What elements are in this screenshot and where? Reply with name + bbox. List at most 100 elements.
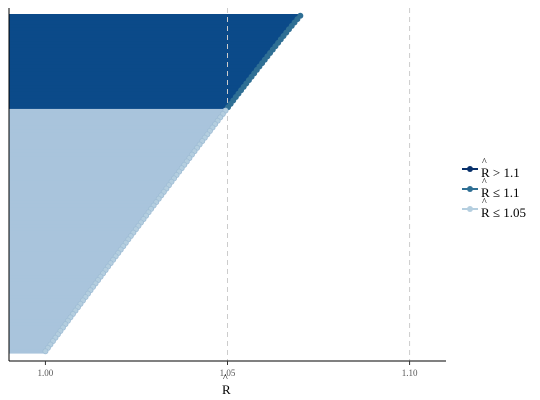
bar-rhat-le-1-05 <box>9 230 134 235</box>
legend-text: R ≤ 1.1 <box>481 185 520 200</box>
bar-rhat-le-1-05 <box>9 275 101 280</box>
bar-rhat-le-1-05 <box>9 220 141 225</box>
bar-rhat-le-1-1 <box>9 51 271 56</box>
bar-rhat-le-1-05 <box>9 288 91 293</box>
x-axis: 1.00 1.05 1.10 <box>8 8 446 378</box>
legend-key-rhat-le-1-05 <box>462 206 478 212</box>
bar-rhat-le-1-1 <box>9 85 244 90</box>
x-axis-label-rhat: ^ R <box>222 374 231 398</box>
bar-rhat-le-1-1 <box>9 24 292 29</box>
hat-glyph: ^ <box>482 157 487 168</box>
bar-rhat-le-1-05 <box>9 285 94 290</box>
bar-rhat-le-1-1 <box>9 20 295 25</box>
bar-rhat-le-1-05 <box>9 180 172 185</box>
bar-rhat-le-1-05 <box>9 122 216 127</box>
legend-symbol-rhat: ^ R ≤ 1.05 <box>481 198 526 220</box>
bar-rhat-le-1-1 <box>9 81 247 86</box>
bar-rhat-le-1-05 <box>9 190 164 195</box>
bar-rhat-le-1-05 <box>9 112 223 117</box>
bar-rhat-le-1-05 <box>9 210 149 215</box>
bar-rhat-le-1-05 <box>9 136 205 141</box>
bar-rhat-le-1-05 <box>9 169 180 174</box>
bar-rhat-le-1-05 <box>9 132 208 137</box>
bar-rhat-le-1-05 <box>9 281 96 286</box>
bar-rhat-le-1-05 <box>9 129 210 134</box>
bar-rhat-le-1-05 <box>9 278 99 283</box>
x-tick-label: 1.00 <box>38 368 54 378</box>
x-axis-label-text: R <box>222 382 231 397</box>
bar-rhat-le-1-05 <box>9 163 185 168</box>
x-axis-label: ^ R <box>222 374 231 398</box>
legend-label-rhat-le-1-1: ^ R ≤ 1.1 <box>481 178 520 200</box>
legend-text: R > 1.1 <box>481 165 520 180</box>
bar-rhat-le-1-05 <box>9 312 73 317</box>
bar-rhat-le-1-05 <box>9 346 48 351</box>
bar-rhat-le-1-05 <box>9 342 51 347</box>
bar-rhat-le-1-05 <box>9 186 167 191</box>
bar-rhat-le-1-1 <box>9 27 289 32</box>
bar-rhat-le-1-05 <box>9 241 126 246</box>
bar-rhat-le-1-05 <box>9 139 203 144</box>
bar-rhat-le-1-05 <box>9 200 157 205</box>
hat-glyph: ^ <box>482 197 487 208</box>
bar-rhat-le-1-05 <box>9 302 81 307</box>
bar-rhat-le-1-05 <box>9 173 177 178</box>
hat-glyph: ^ <box>482 177 487 188</box>
bar-rhat-le-1-05 <box>9 268 106 273</box>
bar-rhat-le-1-05 <box>9 305 78 310</box>
bar-rhat-le-1-05 <box>9 224 139 229</box>
bar-rhat-le-1-05 <box>9 108 226 113</box>
bar-rhat-le-1-1 <box>9 64 260 69</box>
bar-rhat-le-1-05 <box>9 115 221 120</box>
bar-rhat-le-1-1 <box>9 68 257 73</box>
bar-rhat-le-1-1 <box>9 41 279 46</box>
bar-rhat-le-1-05 <box>9 336 56 341</box>
bar-rhat-le-1-05 <box>9 234 131 239</box>
bar-rhat-le-1-1 <box>9 44 276 49</box>
bar-rhat-le-1-05 <box>9 146 198 151</box>
bar-rhat-le-1-1 <box>9 37 281 42</box>
bar-rhat-le-1-1 <box>9 17 298 22</box>
x-tick-label: 1.10 <box>402 368 418 378</box>
point-rhat-le-1-05 <box>42 348 49 355</box>
plot-area <box>9 8 411 361</box>
bar-rhat-le-1-05 <box>9 217 144 222</box>
bar-rhat-le-1-1 <box>9 30 287 35</box>
bar-rhat-le-1-05 <box>9 339 53 344</box>
bar-rhat-le-1-05 <box>9 258 114 263</box>
bar-rhat-le-1-05 <box>9 159 187 164</box>
bar-rhat-le-1-1 <box>9 14 301 18</box>
bar-rhat-le-1-05 <box>9 298 83 303</box>
bar-rhat-le-1-05 <box>9 325 63 330</box>
bar-rhat-le-1-05 <box>9 329 61 334</box>
bar-rhat-le-1-1 <box>9 61 263 66</box>
bar-rhat-le-1-05 <box>9 156 190 161</box>
legend-label-rhat-gt-1-1: ^ R > 1.1 <box>481 158 520 180</box>
bar-rhat-le-1-05 <box>9 149 195 154</box>
bar-rhat-le-1-1 <box>9 105 229 110</box>
legend-key-rhat-gt-1-1 <box>462 166 478 172</box>
bar-rhat-le-1-05 <box>9 176 175 181</box>
bar-rhat-le-1-1 <box>9 78 249 83</box>
bar-rhat-le-1-05 <box>9 197 159 202</box>
bar-rhat-le-1-05 <box>9 251 119 256</box>
bar-rhat-le-1-05 <box>9 295 86 300</box>
bar-rhat-le-1-1 <box>9 47 273 52</box>
bar-rhat-le-1-05 <box>9 271 104 276</box>
bar-rhat-le-1-05 <box>9 207 152 212</box>
bar-rhat-le-1-05 <box>9 319 68 324</box>
bar-rhat-le-1-05 <box>9 308 76 313</box>
bar-rhat-le-1-05 <box>9 264 109 269</box>
bar-rhat-le-1-05 <box>9 119 218 124</box>
bar-rhat-le-1-05 <box>9 214 147 218</box>
bar-rhat-le-1-05 <box>9 261 111 266</box>
bar-rhat-le-1-05 <box>9 166 182 171</box>
bar-rhat-le-1-1 <box>9 54 268 59</box>
bar-rhat-le-1-05 <box>9 349 46 354</box>
legend-key-rhat-le-1-1 <box>462 186 478 192</box>
bar-rhat-le-1-1 <box>9 102 231 107</box>
legend-label-rhat-le-1-05: ^ R ≤ 1.05 <box>481 198 526 220</box>
bar-rhat-le-1-05 <box>9 203 154 208</box>
bar-rhat-le-1-05 <box>9 193 162 198</box>
